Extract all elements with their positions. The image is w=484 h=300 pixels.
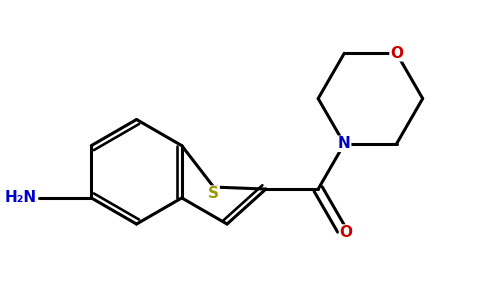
Text: O: O	[340, 225, 352, 240]
Text: N: N	[338, 136, 351, 151]
Text: H₂N: H₂N	[4, 190, 36, 206]
Text: O: O	[390, 46, 403, 61]
Text: S: S	[208, 186, 219, 201]
